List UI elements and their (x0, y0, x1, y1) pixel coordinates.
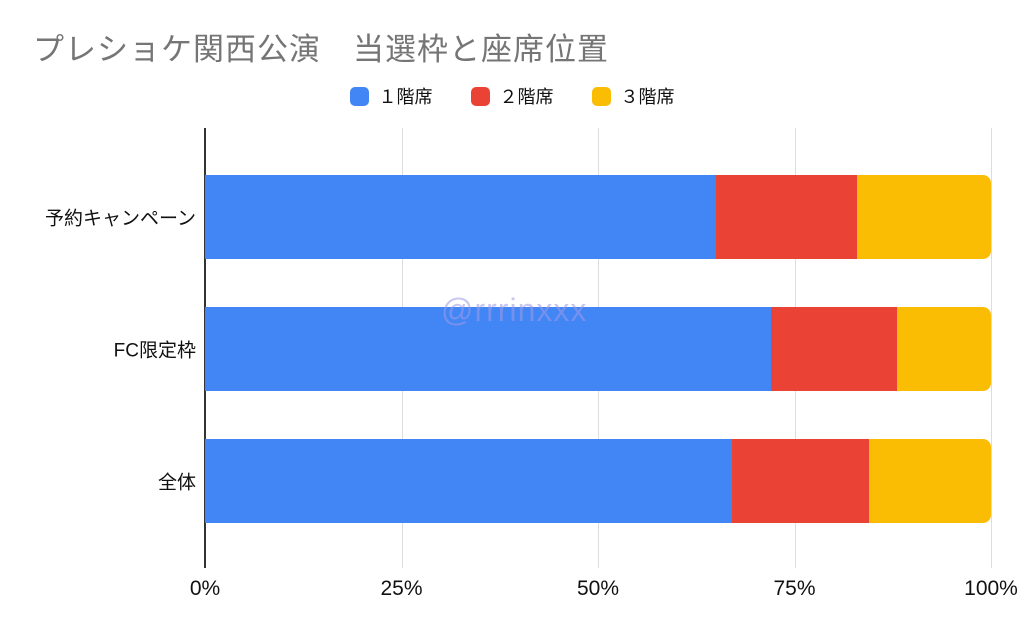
x-tick-label: 75% (773, 577, 816, 600)
chart-title: プレショケ関西公演 当選枠と座席位置 (33, 32, 609, 67)
watermark-text: @rrrinxxx (441, 292, 588, 328)
category-label: 予約キャンペーン (44, 208, 196, 230)
plot-area (204, 128, 992, 568)
bar-segment (205, 307, 771, 391)
bar-segment (770, 307, 897, 391)
bar-segment (205, 175, 716, 259)
stacked-bar-row (205, 175, 991, 259)
x-tick-label: 0% (189, 577, 221, 600)
legend-label: １階席 (378, 87, 433, 107)
stacked-bar-row (205, 307, 991, 391)
bar-segment (715, 175, 858, 259)
x-tick-label: 25% (380, 577, 423, 600)
bar-segment (205, 439, 732, 523)
bar-segment (731, 439, 870, 523)
x-tick-label: 50% (576, 577, 620, 600)
legend-item: １階席 (349, 83, 433, 109)
legend-item: ３階席 (591, 83, 675, 109)
category-label: 全体 (157, 472, 196, 494)
legend-label: ２階席 (499, 87, 554, 107)
legend-swatch-icon (470, 86, 490, 106)
legend-item: ２階席 (470, 83, 554, 109)
category-label: FC限定枠 (113, 340, 196, 362)
legend-label: ３階席 (620, 87, 675, 107)
bar-segment (869, 439, 991, 523)
bar-segment (896, 307, 991, 391)
stacked-bar-row (205, 439, 991, 523)
x-gridline (991, 128, 992, 568)
legend: １階席 ２階席 ３階席 (0, 83, 1024, 109)
bar-segment (857, 175, 991, 259)
legend-swatch-icon (591, 86, 611, 106)
legend-swatch-icon (349, 86, 369, 106)
x-tick-label: 100% (964, 577, 1018, 600)
